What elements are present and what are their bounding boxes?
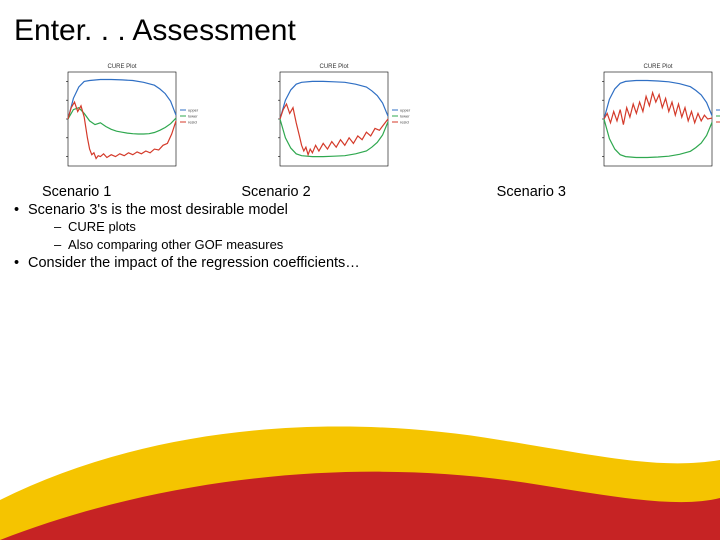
svg-text:resid: resid bbox=[188, 120, 197, 125]
label-scenario-2: Scenario 2 bbox=[241, 184, 310, 200]
chart-scenario-3: CURE Plotupperlowerresid bbox=[582, 60, 720, 180]
bullet-1: Scenario 3's is the most desirable model… bbox=[18, 202, 720, 253]
scenario-labels: Scenario 1 Scenario 2 Scenario 3 bbox=[0, 180, 720, 200]
cure-plot: CURE Plot upperlowerresid bbox=[46, 60, 206, 180]
bullet-list: Scenario 3's is the most desirable model… bbox=[0, 200, 720, 271]
wave-red bbox=[0, 472, 720, 540]
svg-text:CURE Plot: CURE Plot bbox=[107, 64, 136, 70]
wave-yellow bbox=[0, 427, 720, 540]
charts-row: CURE Plotupperlowerresid CURE Plotupperl… bbox=[0, 48, 720, 180]
bullet-2: Consider the impact of the regression co… bbox=[18, 255, 720, 271]
sub-bullet-2: Also comparing other GOF measures bbox=[54, 236, 720, 254]
svg-text:upper: upper bbox=[400, 108, 411, 113]
svg-text:lower: lower bbox=[400, 114, 410, 119]
svg-text:lower: lower bbox=[188, 114, 198, 119]
label-scenario-1: Scenario 1 bbox=[42, 184, 111, 200]
cure-plot: CURE Plot upperlowerresid bbox=[258, 60, 418, 180]
decorative-waves bbox=[0, 380, 720, 540]
chart-scenario-1: CURE Plot upperlowerresid bbox=[46, 60, 206, 180]
svg-text:resid: resid bbox=[400, 120, 409, 125]
sub-bullet-1: CURE plots bbox=[54, 218, 720, 236]
bullet-1-text: Scenario 3's is the most desirable model bbox=[28, 202, 288, 218]
chart-scenario-2: CURE Plot upperlowerresid bbox=[258, 60, 418, 180]
label-scenario-3: Scenario 3 bbox=[497, 184, 566, 200]
cure-plot: CURE Plotupperlowerresid bbox=[582, 60, 720, 180]
svg-text:CURE Plot: CURE Plot bbox=[319, 64, 348, 70]
svg-text:upper: upper bbox=[188, 108, 199, 113]
svg-text:CURE Plot: CURE Plot bbox=[643, 64, 672, 70]
slide-title: Enter. . . Assessment bbox=[0, 0, 720, 48]
